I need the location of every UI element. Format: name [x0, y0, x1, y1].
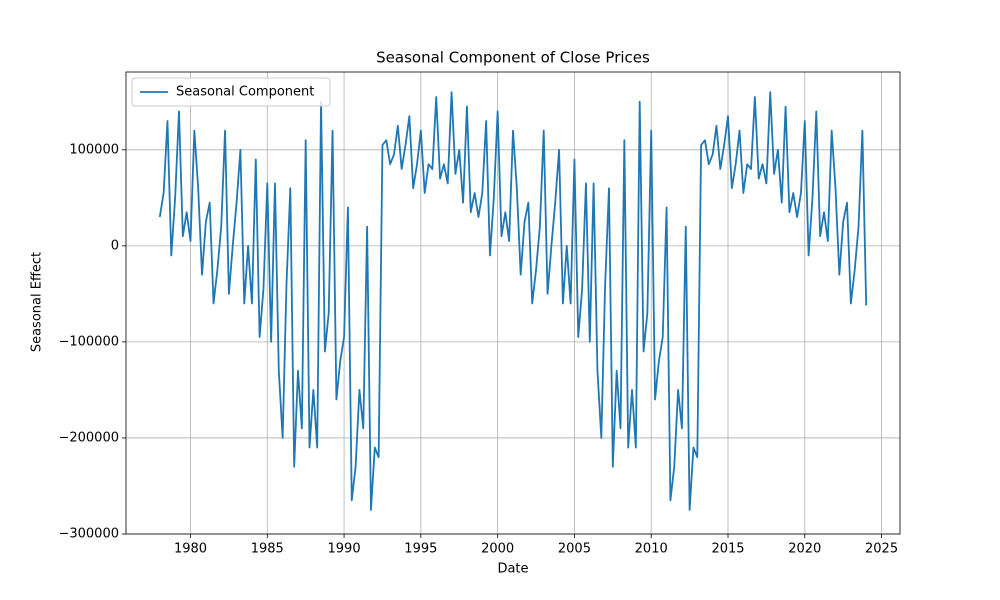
- x-tick-label: 2020: [788, 542, 821, 557]
- x-tick-label: 2010: [635, 542, 668, 557]
- x-tick-label: 2005: [558, 542, 591, 557]
- y-tick-label: 0: [111, 238, 119, 253]
- y-tick-label: −300000: [58, 527, 119, 542]
- x-tick-label: 1990: [328, 542, 361, 557]
- plot-frame: [125, 71, 901, 535]
- data-line: [158, 91, 868, 511]
- y-tick-label: −200000: [58, 430, 119, 445]
- chart-title: Seasonal Component of Close Prices: [376, 49, 650, 67]
- x-tick-label: 1995: [404, 542, 437, 557]
- x-axis-label: Date: [497, 562, 528, 577]
- legend-label: Seasonal Component: [176, 85, 314, 100]
- y-axis-label: Seasonal Effect: [30, 252, 45, 352]
- legend-box: [131, 77, 331, 107]
- x-tick-label: 1985: [251, 542, 284, 557]
- x-tick-label: 2000: [481, 542, 514, 557]
- x-tick-label: 2015: [711, 542, 744, 557]
- x-tick-label: 2025: [865, 542, 898, 557]
- y-tick-label: −100000: [58, 334, 119, 349]
- y-tick-label: 100000: [69, 142, 119, 157]
- x-tick-label: 1980: [174, 542, 207, 557]
